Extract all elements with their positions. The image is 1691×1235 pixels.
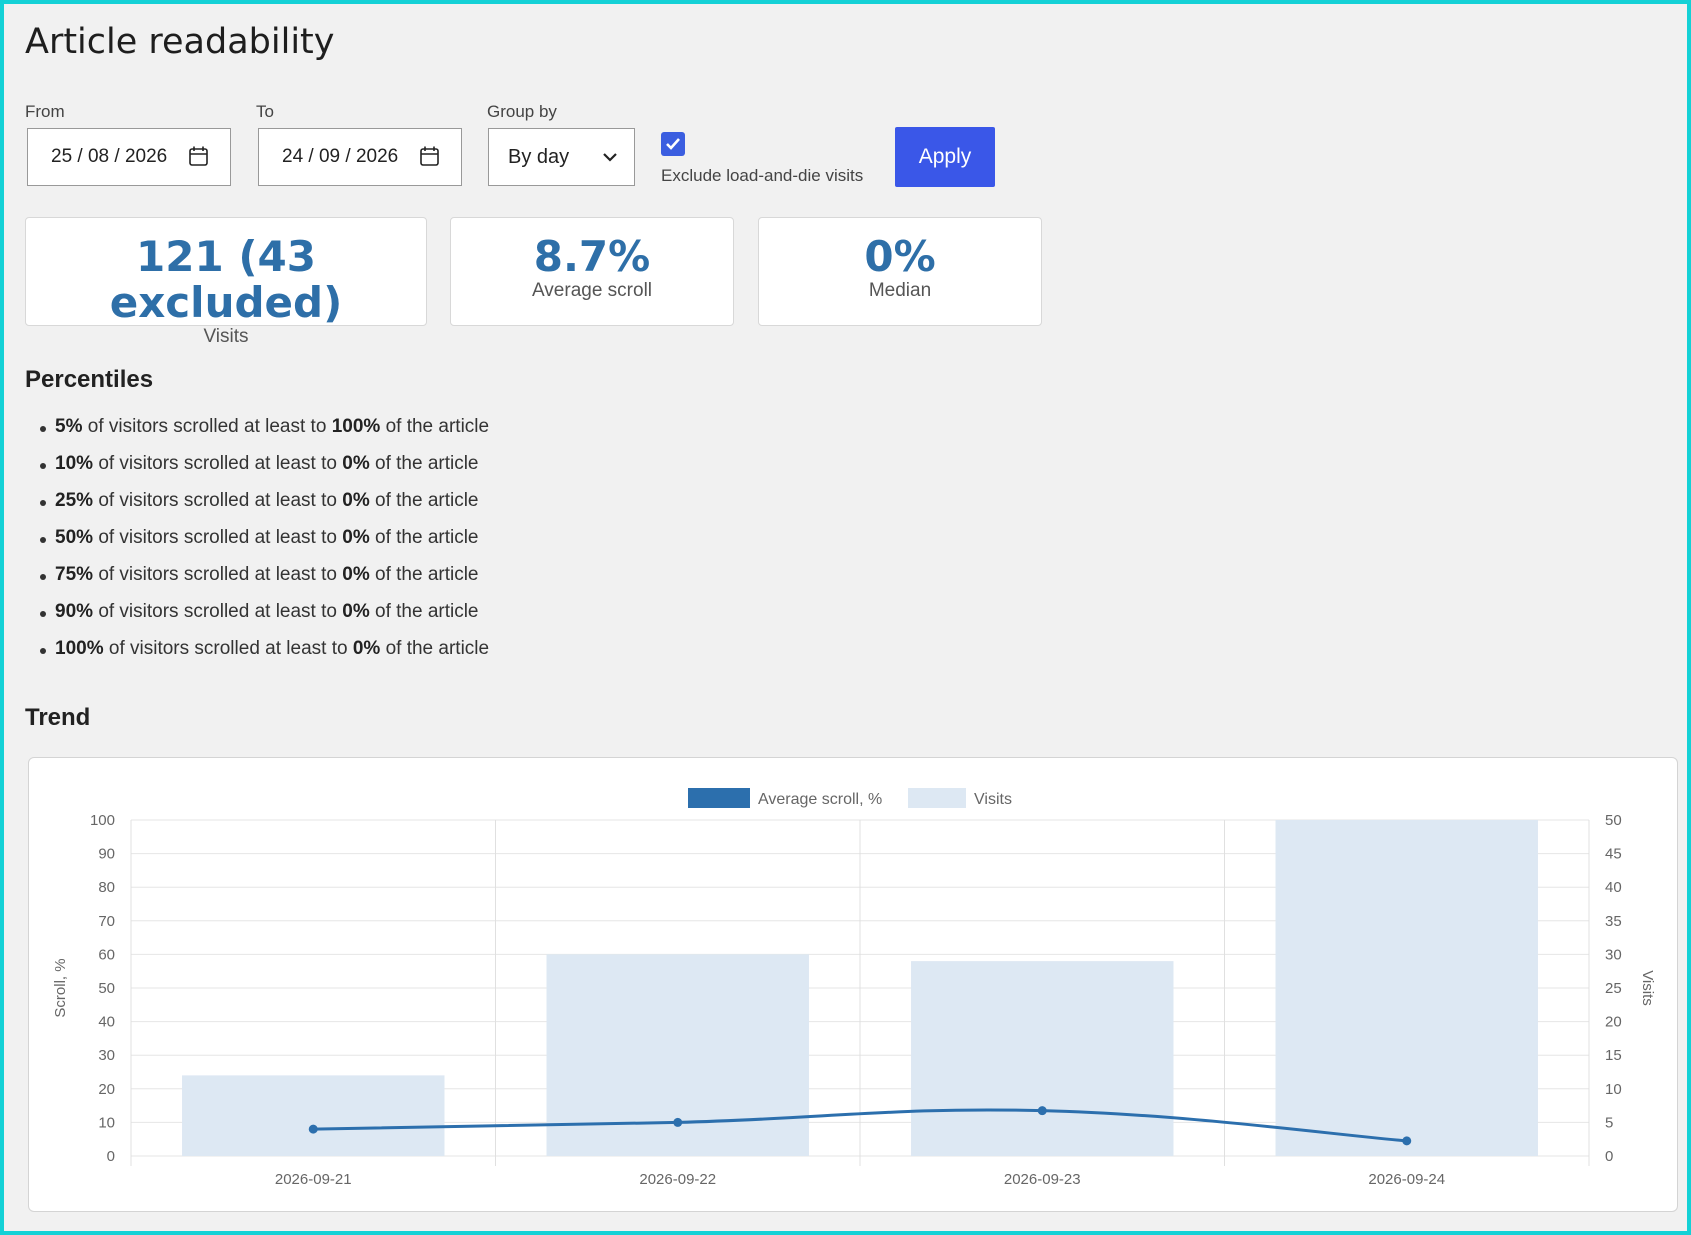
percentiles-title: Percentiles (25, 366, 154, 393)
y2-tick-label: 5 (1605, 1114, 1613, 1131)
visits-label: Visits (203, 326, 249, 347)
data-point (308, 1124, 318, 1134)
y-tick-label: 80 (98, 879, 115, 896)
calendar-icon[interactable] (189, 146, 208, 166)
average-scroll-label: Average scroll (531, 280, 653, 301)
y2-tick-label: 20 (1605, 1014, 1622, 1031)
bar (1275, 820, 1538, 1156)
trend-chart-card: 0 10 20 30 40 50 60 70 80 90 100 0 5 10 15 20 25 30 35 40 45… (28, 757, 1678, 1212)
y2-tick-label: 40 (1605, 879, 1622, 896)
y-tick-label: 20 (98, 1081, 115, 1098)
y2-tick-label: 25 (1605, 980, 1622, 997)
legend-swatch (688, 788, 750, 808)
y-tick-label: 50 (98, 980, 115, 997)
y2-tick-label: 0 (1605, 1148, 1613, 1165)
list-item: 100% of visitors scrolled at least to 0%… (25, 638, 489, 675)
list-item: 10% of visitors scrolled at least to 0% … (25, 453, 489, 490)
legend-label: Average scroll, % (758, 791, 882, 808)
data-point (673, 1117, 683, 1127)
x-tick-label: 2026-09-21 (275, 1171, 352, 1188)
checkmark-icon (666, 138, 680, 150)
x-tick-label: 2026-09-22 (639, 1171, 716, 1188)
y2-tick-label: 30 (1605, 946, 1622, 963)
y-tick-label: 10 (98, 1114, 115, 1131)
x-tick-label: 2026-09-23 (1004, 1171, 1081, 1188)
group-by-select[interactable]: By day (488, 128, 635, 186)
exclude-checkbox[interactable] (661, 132, 685, 156)
y2-tick-label: 50 (1605, 812, 1622, 829)
average-scroll-value: 8.7% (533, 232, 651, 281)
data-point (1402, 1136, 1412, 1146)
trend-chart: 0 10 20 30 40 50 60 70 80 90 100 0 5 10 15 20 25 30 35 40 45… (52, 788, 1656, 1188)
apply-button[interactable]: Apply (895, 127, 995, 187)
y-tick-label: 40 (98, 1014, 115, 1031)
percentiles-list: 5% of visitors scrolled at least to 100%… (25, 416, 489, 675)
from-label: From (25, 102, 65, 121)
y-tick-label: 0 (107, 1148, 115, 1165)
to-label: To (256, 102, 274, 121)
series-line (313, 1108, 1407, 1143)
y2-tick-label: 10 (1605, 1081, 1622, 1098)
list-item: 5% of visitors scrolled at least to 100%… (25, 416, 489, 453)
median-label: Median (868, 280, 932, 301)
page-title: Article readability (25, 22, 335, 62)
chevron-down-icon (603, 153, 617, 162)
average-scroll-card: 8.7% Average scroll (450, 217, 734, 326)
group-by-value: By day (508, 145, 570, 168)
median-value: 0% (864, 232, 936, 281)
y-tick-label: 90 (98, 846, 115, 863)
visits-card: 121 (43 excluded) Visits (25, 217, 427, 347)
exclude-label: Exclude load-and-die visits (661, 166, 864, 185)
data-point (1037, 1106, 1047, 1116)
legend-swatch (908, 788, 966, 808)
list-item: 75% of visitors scrolled at least to 0% … (25, 564, 489, 601)
y-axis-title: Scroll, % (52, 958, 69, 1017)
y-tick-label: 60 (98, 946, 115, 963)
from-date-value: 25 / 08 / 2026 (51, 146, 168, 167)
from-date-input[interactable]: 25 / 08 / 2026 (27, 128, 231, 186)
y2-tick-label: 15 (1605, 1047, 1622, 1064)
y-tick-label: 100 (90, 812, 115, 829)
bar (911, 961, 1174, 1156)
y-tick-label: 30 (98, 1047, 115, 1064)
visits-value: 121 (43 excluded) (109, 232, 343, 327)
y-tick-label: 70 (98, 913, 115, 930)
x-tick-label: 2026-09-24 (1368, 1171, 1445, 1188)
to-date-value: 24 / 09 / 2026 (282, 146, 399, 167)
y2-tick-label: 35 (1605, 913, 1622, 930)
list-item: 90% of visitors scrolled at least to 0% … (25, 601, 489, 638)
list-item: 25% of visitors scrolled at least to 0% … (25, 490, 489, 527)
y2-tick-label: 45 (1605, 846, 1622, 863)
to-date-input[interactable]: 24 / 09 / 2026 (258, 128, 462, 186)
median-card: 0% Median (758, 217, 1042, 326)
trend-title: Trend (25, 704, 91, 731)
bar (182, 1075, 445, 1156)
y2-axis-title: Visits (1639, 970, 1656, 1006)
calendar-icon[interactable] (420, 146, 439, 166)
list-item: 50% of visitors scrolled at least to 0% … (25, 527, 489, 564)
group-by-label: Group by (487, 102, 557, 121)
legend-label: Visits (974, 791, 1012, 808)
